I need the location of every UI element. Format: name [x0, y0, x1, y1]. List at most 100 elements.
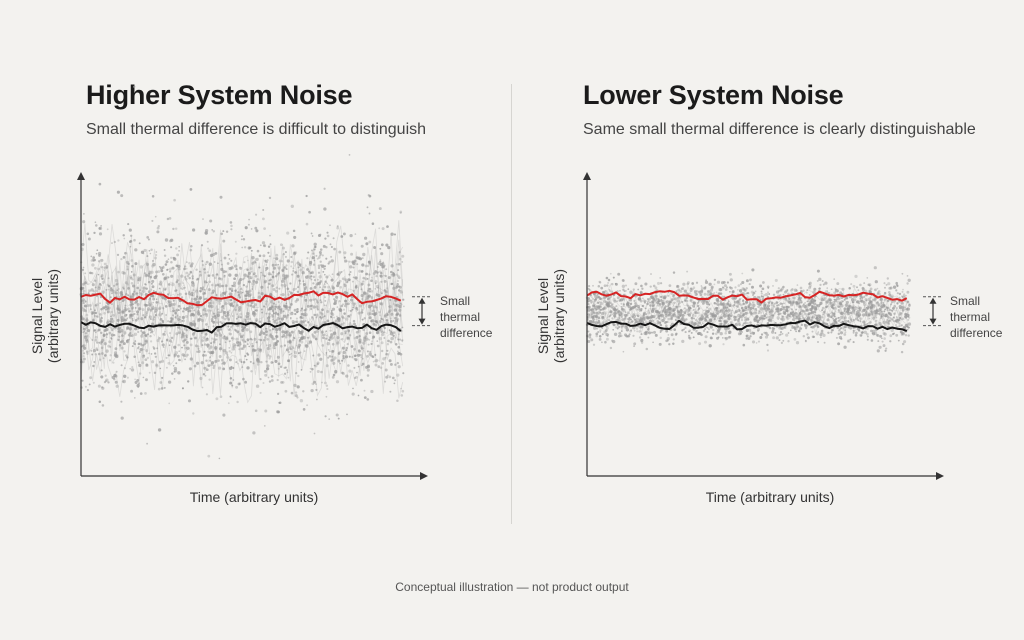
noise-point — [95, 289, 98, 293]
noise-point — [816, 269, 820, 273]
noise-point — [691, 304, 696, 308]
noise-point — [901, 296, 904, 298]
noise-point — [192, 320, 195, 323]
noise-point — [282, 274, 286, 278]
noise-point — [685, 299, 689, 303]
noise-point — [652, 330, 657, 334]
noise-point — [290, 348, 293, 351]
noise-point — [158, 313, 162, 317]
noise-point — [212, 291, 215, 294]
noise-point — [264, 373, 268, 377]
noise-point — [91, 353, 94, 356]
noise-point — [656, 312, 659, 316]
noise-point — [121, 380, 125, 383]
noise-point — [244, 294, 247, 298]
noise-point — [638, 297, 642, 301]
noise-point — [806, 292, 808, 294]
noise-point — [887, 290, 891, 294]
noise-point — [223, 317, 227, 321]
noise-point — [908, 303, 911, 306]
noise-point — [611, 317, 614, 320]
noise-point — [188, 367, 192, 371]
noise-point — [179, 307, 182, 310]
noise-point — [716, 302, 720, 306]
noise-point — [830, 329, 833, 332]
noise-point — [309, 287, 313, 290]
noise-point — [244, 340, 247, 343]
noise-point — [281, 335, 284, 339]
noise-point — [196, 297, 200, 301]
noise-point — [306, 404, 309, 407]
noise-point — [704, 327, 707, 331]
noise-point — [214, 332, 218, 335]
noise-point — [374, 320, 377, 323]
noise-point — [94, 353, 97, 356]
noise-point — [122, 286, 125, 289]
noise-point — [396, 399, 399, 402]
noise-point — [397, 365, 401, 369]
noise-point — [354, 375, 358, 379]
noise-point — [149, 318, 152, 321]
noise-point — [692, 305, 696, 308]
noise-point — [598, 321, 601, 324]
noise-point — [96, 341, 99, 344]
noise-point — [278, 308, 281, 311]
noise-point — [152, 297, 155, 301]
noise-point — [113, 334, 116, 337]
noise-point — [365, 242, 369, 246]
noise-point — [301, 335, 304, 339]
noise-point — [146, 356, 150, 360]
noise-point — [380, 280, 383, 283]
noise-point — [829, 314, 833, 318]
noise-point — [271, 271, 275, 274]
noise-point — [722, 308, 725, 311]
noise-point — [222, 239, 226, 243]
noise-point — [716, 330, 720, 334]
noise-point — [365, 332, 369, 335]
noise-point — [239, 382, 241, 385]
noise-point — [276, 339, 280, 343]
noise-point — [877, 290, 881, 293]
noise-point — [596, 294, 599, 296]
noise-point — [361, 309, 364, 312]
noise-point — [207, 247, 210, 250]
noise-point — [672, 271, 676, 274]
noise-point — [227, 402, 230, 405]
noise-point — [386, 352, 390, 356]
noise-point — [299, 282, 302, 285]
noise-point — [361, 284, 363, 287]
noise-point — [369, 319, 373, 323]
noise-point — [681, 313, 685, 317]
noise-point — [234, 264, 238, 268]
noise-point — [882, 303, 886, 307]
noise-point — [223, 335, 226, 338]
noise-point — [340, 270, 343, 273]
noise-point — [148, 328, 151, 331]
noise-point — [886, 325, 890, 329]
noise-point — [360, 269, 364, 273]
noise-point — [593, 326, 597, 330]
noise-point — [869, 287, 873, 291]
noise-point — [256, 278, 259, 281]
noise-point — [131, 292, 135, 296]
noise-point — [706, 326, 709, 329]
noise-point — [895, 289, 898, 292]
noise-point — [123, 308, 127, 312]
noise-point — [592, 284, 594, 287]
noise-point — [122, 271, 126, 275]
noise-point — [262, 208, 265, 212]
noise-point — [587, 300, 590, 303]
noise-point — [837, 332, 841, 336]
noise-point — [772, 336, 776, 340]
noise-point — [296, 307, 299, 311]
noise-point — [278, 327, 282, 331]
noise-point — [291, 273, 294, 276]
noise-point — [311, 367, 314, 371]
noise-point — [154, 307, 158, 310]
noise-point — [760, 292, 763, 295]
noise-point — [84, 332, 88, 335]
noise-point — [248, 317, 252, 321]
noise-point — [299, 265, 302, 268]
noise-point — [868, 302, 871, 305]
noise-point — [307, 251, 310, 254]
